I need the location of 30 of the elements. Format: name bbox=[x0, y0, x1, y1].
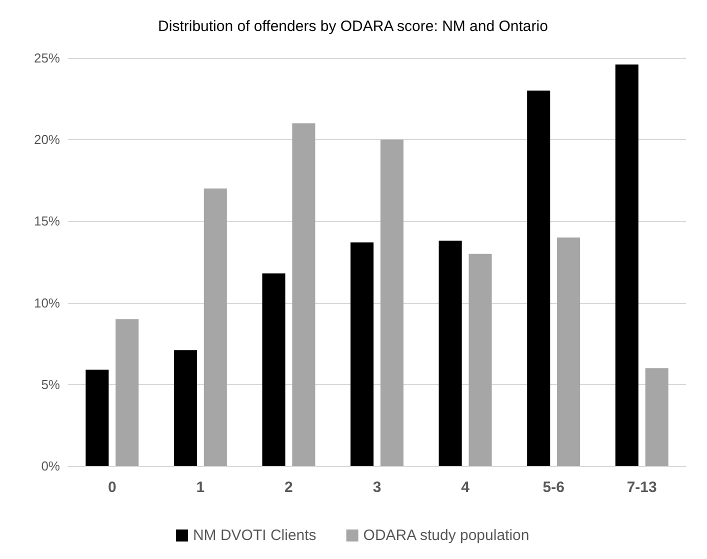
x-tick-label: 3 bbox=[372, 479, 382, 496]
x-tick-label: 2 bbox=[284, 479, 293, 496]
x-tick-label: 1 bbox=[196, 479, 205, 496]
bar bbox=[292, 123, 316, 466]
y-tick-label: 25% bbox=[34, 50, 60, 66]
chart-title: Distribution of offenders by ODARA score: NM and Ontario bbox=[158, 18, 548, 35]
bar bbox=[557, 238, 580, 466]
y-tick-label: 10% bbox=[34, 295, 60, 310]
bar bbox=[86, 370, 109, 466]
bar bbox=[116, 319, 139, 466]
bar bbox=[645, 368, 668, 466]
y-tick-label: 20% bbox=[34, 132, 60, 148]
bar bbox=[438, 240, 462, 466]
x-tick-label: 5-6 bbox=[542, 479, 564, 496]
legend-label: ODARA study population bbox=[363, 527, 530, 544]
x-tick-label: 0 bbox=[108, 479, 116, 496]
bar bbox=[204, 188, 227, 466]
y-tick-label: 0% bbox=[41, 458, 60, 474]
bar bbox=[350, 242, 374, 466]
bar bbox=[262, 273, 286, 466]
y-tick-label: 5% bbox=[41, 376, 60, 392]
bar bbox=[615, 64, 638, 466]
legend-label: NM DVOTI Clients bbox=[192, 527, 316, 544]
bar bbox=[527, 90, 550, 466]
bar bbox=[174, 350, 197, 466]
x-tick-label: 4 bbox=[461, 479, 470, 496]
bar bbox=[380, 140, 404, 466]
x-tick-label: 7-13 bbox=[626, 479, 657, 496]
bar bbox=[468, 254, 492, 466]
y-tick-label: 15% bbox=[34, 214, 60, 229]
